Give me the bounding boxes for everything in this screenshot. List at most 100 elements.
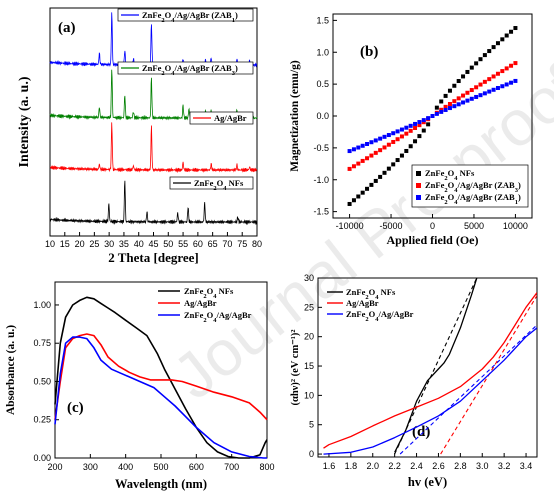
x-tick-label: 20 xyxy=(75,239,85,249)
data-point xyxy=(443,93,448,98)
data-point xyxy=(465,98,470,103)
data-point xyxy=(421,118,426,123)
tauc-plot-chart: 1.6 1.8 2.0 2.2 2.4 2.6 2.8 3.0 3.2 3.4 0 5 10 15 20 25… xyxy=(290,273,538,489)
data-point xyxy=(399,127,404,132)
legend-entry: ZnFe2O4/Ag/AgBr (ZAB1) xyxy=(142,10,238,24)
data-point xyxy=(426,122,431,127)
y-axis-label: Absorbance (a. u.) xyxy=(5,325,17,415)
legend-swatch xyxy=(416,171,421,176)
legend-box xyxy=(117,61,254,75)
y-axis-label: Intensity (a. u.) xyxy=(17,76,32,167)
data-point xyxy=(378,136,383,141)
legend-entry: ZnFe2O4 NFs xyxy=(194,178,244,192)
legend-entry: ZnFe2O4 NFs xyxy=(425,168,475,182)
data-point xyxy=(465,90,470,95)
x-tick-label: 55 xyxy=(178,239,188,249)
data-point xyxy=(487,89,492,94)
x-axis-label: 2 Theta [degree] xyxy=(108,250,199,265)
data-point xyxy=(430,114,435,118)
data-point xyxy=(452,83,457,88)
panel-label: (c) xyxy=(67,400,84,416)
data-point xyxy=(474,94,479,99)
data-point xyxy=(417,120,422,125)
x-tick-label: 300 xyxy=(83,462,98,472)
x-tick-label: 60 xyxy=(193,239,203,249)
y-tick-label: 1.00 xyxy=(33,300,51,310)
y-tick-label: 25 xyxy=(304,302,314,312)
x-tick-label: 500 xyxy=(153,462,168,472)
y-axis-label: (αhν)² (eV cm⁻¹)² xyxy=(290,329,301,405)
data-point xyxy=(478,82,483,87)
x-tick-label: 10000 xyxy=(503,221,528,231)
y-tick-label: 0.5 xyxy=(316,79,329,89)
y-tick-label: 1.0 xyxy=(316,47,329,57)
data-point xyxy=(447,102,452,107)
data-point xyxy=(365,156,370,161)
legend-entry: ZnFe2O4/Ag/AgBr (ZAB3) xyxy=(142,63,238,77)
panel-label: (b) xyxy=(360,44,378,60)
plot-area xyxy=(323,278,537,455)
data-point xyxy=(500,84,505,89)
data-point xyxy=(447,106,452,111)
x-tick-label: 600 xyxy=(189,462,204,472)
data-point xyxy=(391,139,396,144)
x-tick-label: 400 xyxy=(118,462,133,472)
data-point xyxy=(482,79,487,84)
data-point xyxy=(351,198,356,203)
y-tick-label: 5 xyxy=(309,420,314,430)
x-tick-label: 65 xyxy=(208,239,218,249)
watermark: Journal Pre-proof xyxy=(160,52,554,413)
legend-entry: Ag/AgBr xyxy=(214,113,247,123)
y-tick-label: -1.5 xyxy=(313,207,329,217)
data-point xyxy=(421,120,426,125)
data-point xyxy=(408,123,413,128)
data-point xyxy=(465,69,470,74)
x-tick-label: 75 xyxy=(237,239,247,249)
data-point xyxy=(373,178,378,183)
legend-box xyxy=(117,8,254,22)
data-point xyxy=(360,190,365,195)
data-point xyxy=(482,53,487,58)
data-point xyxy=(395,129,400,134)
data-point xyxy=(434,105,439,110)
data-point xyxy=(378,174,383,179)
data-point xyxy=(469,96,474,101)
x-tick-label: 3.0 xyxy=(476,461,489,471)
legend-box xyxy=(411,164,529,208)
data-point xyxy=(426,116,431,121)
data-point xyxy=(369,140,374,145)
data-point xyxy=(373,138,378,143)
data-point xyxy=(474,61,479,66)
data-point xyxy=(365,186,370,191)
data-point xyxy=(478,57,483,62)
x-tick-label: 45 xyxy=(148,239,158,249)
data-point xyxy=(395,158,400,163)
data-point xyxy=(386,142,391,147)
x-tick-label: 35 xyxy=(119,239,129,249)
panel-label: (d) xyxy=(412,424,430,440)
data-point xyxy=(391,131,396,136)
y-axis-label: Magnetization (emu/g) xyxy=(289,60,301,172)
y-tick-label: 0.0 xyxy=(316,111,329,121)
x-tick-label: 800 xyxy=(259,462,274,472)
data-point xyxy=(413,139,418,144)
x-tick-label: 2.4 xyxy=(410,461,423,471)
data-point xyxy=(456,96,461,101)
data-point xyxy=(399,134,404,139)
x-tick-label: 2.8 xyxy=(454,461,467,471)
series-line xyxy=(54,296,268,459)
data-point xyxy=(513,78,518,83)
y-tick-label: 20 xyxy=(304,332,314,342)
series-line xyxy=(323,292,537,449)
data-point xyxy=(469,88,474,93)
x-axis-label: hv (eV) xyxy=(408,475,447,489)
legend-swatch xyxy=(416,195,421,200)
tangent-line xyxy=(394,278,478,455)
data-point xyxy=(495,41,500,46)
data-point xyxy=(413,121,418,126)
data-point xyxy=(456,79,461,84)
data-point xyxy=(504,33,509,38)
plot-frame xyxy=(317,277,538,458)
x-tick-label: 15 xyxy=(60,239,70,249)
data-point xyxy=(434,111,439,116)
